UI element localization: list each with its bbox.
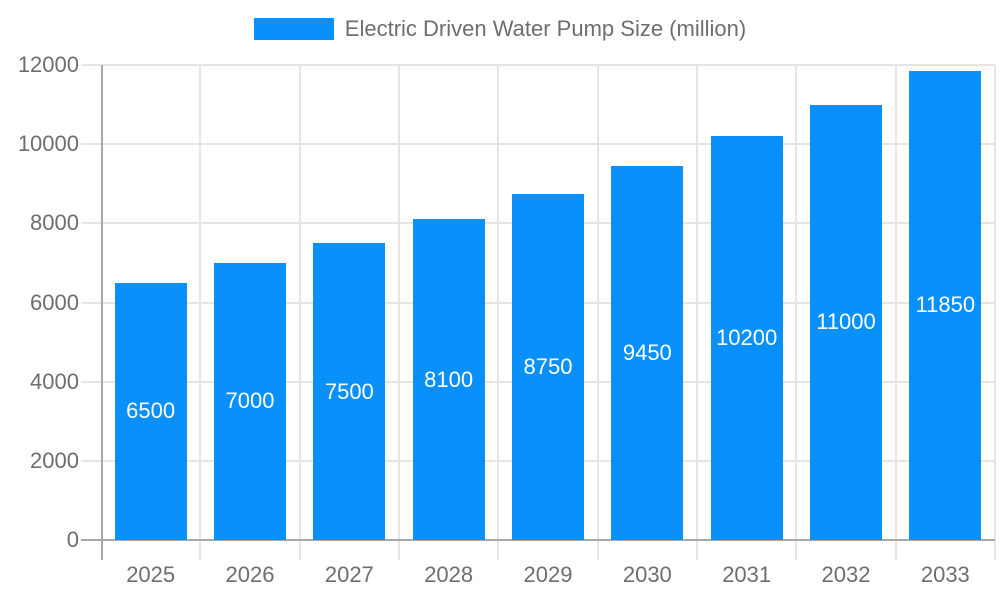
y-tick-label: 8000 — [30, 210, 79, 236]
legend-label: Electric Driven Water Pump Size (million… — [344, 16, 747, 41]
gridline-v — [696, 65, 698, 560]
gridline-v — [596, 65, 599, 560]
x-tick-label: 2025 — [126, 562, 176, 587]
bar-value-label: 9450 — [622, 339, 672, 365]
bar-2030[interactable]: 9450 — [611, 165, 684, 540]
gridline-h — [81, 143, 995, 146]
y-axis-line — [101, 65, 103, 560]
bar-2029[interactable]: 8750 — [512, 193, 584, 540]
bar-value-label: 11000 — [816, 309, 876, 335]
y-tick-label: 12000 — [17, 52, 79, 77]
bar-value-label: 10200 — [716, 325, 778, 351]
x-tick-label: 2033 — [920, 562, 970, 587]
y-tick-label: 2000 — [30, 447, 79, 473]
gridline-h — [81, 64, 995, 66]
bar-2026[interactable]: 7000 — [214, 262, 286, 540]
bar-2033[interactable]: 11850 — [909, 70, 982, 540]
y-tick-label: 0 — [66, 527, 79, 552]
bar-value-label: 6500 — [126, 398, 176, 424]
legend-swatch-icon — [253, 18, 334, 40]
bar-value-label: 7500 — [324, 378, 374, 404]
gridline-v — [199, 65, 202, 560]
gridline-v — [398, 65, 400, 560]
y-tick-label: 10000 — [17, 131, 79, 157]
bar-2025[interactable]: 6500 — [114, 282, 187, 540]
x-axis-line — [81, 539, 995, 541]
bar-2028[interactable]: 8100 — [412, 219, 485, 540]
legend: Electric Driven Water Pump Size (million… — [0, 16, 1000, 42]
bar-value-label: 8750 — [523, 353, 573, 379]
bar-2027[interactable]: 7500 — [313, 243, 386, 540]
legend-item[interactable]: Electric Driven Water Pump Size (million… — [253, 16, 747, 42]
bar-value-label: 8100 — [424, 366, 474, 392]
y-tick-label: 4000 — [30, 368, 79, 394]
gridline-v — [994, 65, 996, 560]
gridline-v — [497, 65, 500, 560]
x-tick-label: 2032 — [821, 562, 871, 587]
x-tick-label: 2031 — [722, 562, 772, 587]
gridline-v — [298, 65, 301, 560]
gridline-v — [894, 65, 897, 560]
y-tick-label: 6000 — [30, 289, 79, 315]
bar-2031[interactable]: 10200 — [710, 136, 783, 540]
x-tick-label: 2029 — [523, 562, 573, 587]
bar-2032[interactable]: 11000 — [810, 104, 882, 540]
x-tick-label: 2026 — [225, 562, 275, 587]
x-tick-label: 2027 — [324, 562, 374, 587]
gridline-v — [795, 65, 798, 560]
x-tick-label: 2030 — [622, 562, 672, 587]
x-tick-label: 2028 — [424, 562, 474, 587]
bar-value-label: 11850 — [915, 292, 976, 318]
bar-value-label: 7000 — [225, 388, 275, 414]
plot-area: 6500 7000 7500 8100 8750 9450 10200 11000 11850 — [81, 64, 996, 560]
